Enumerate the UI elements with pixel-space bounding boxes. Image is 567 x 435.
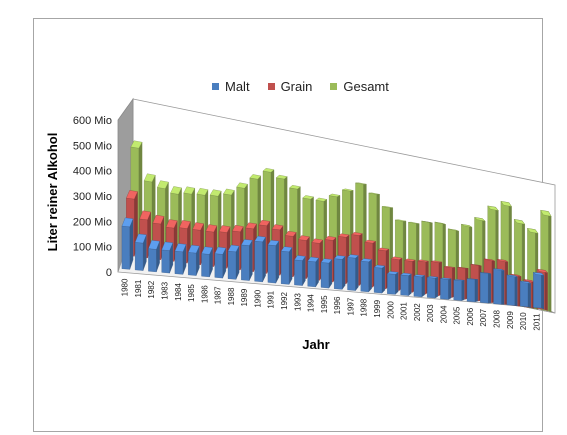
bar-malt-1981 [134,233,147,271]
bar-malt-1994 [307,256,319,288]
x-tick-label: 2007 [479,308,488,326]
x-tick-label: 1982 [147,280,156,298]
bar-malt-1997 [347,254,359,292]
bar-malt-1998 [360,258,373,293]
bar-malt-1984 [174,243,187,275]
bar-malt-1982 [148,240,160,273]
legend-item-malt: Malt [212,79,250,94]
x-tick-label: 1985 [187,284,196,302]
bar-malt-2009 [506,274,518,307]
y-tick-label: 0 [106,267,112,279]
legend-swatch-gesamt [330,83,338,90]
bar-malt-2008 [493,268,505,305]
bar-malt-1996 [333,255,346,290]
x-tick-label: 1992 [280,292,289,310]
y-tick-label: 300 Mio [73,191,112,203]
bar-malt-1992 [280,246,293,285]
x-tick-label: 2001 [399,302,408,320]
bar-malt-2006 [466,278,478,303]
x-tick-label: 2003 [426,304,435,322]
legend-item-grain: Grain [267,79,313,94]
y-axis-title: Liter reiner Alkohol [45,133,60,252]
bar-malt-1980 [121,217,134,270]
bar-malt-1983 [161,241,174,274]
bar-malt-1986 [201,246,213,278]
x-tick-label: 2010 [519,312,528,330]
bar-malt-1985 [187,244,200,276]
bar-malt-2003 [427,276,439,299]
bar-malt-2007 [480,272,492,304]
y-tick-label: 400 Mio [73,166,112,178]
x-tick-label: 2004 [439,305,448,323]
bar-malt-1987 [214,246,227,279]
x-tick-label: 1989 [240,288,249,306]
legend-label-malt: Malt [225,79,250,94]
x-tick-label: 2011 [532,313,541,331]
x-tick-label: 1984 [174,283,183,301]
x-tick-label: 1998 [360,298,369,316]
x-axis-title: Jahr [302,337,329,352]
x-tick-label: 1983 [161,281,170,299]
bar-malt-2005 [453,279,465,301]
legend-swatch-malt [212,83,219,90]
bar-malt-1991 [267,240,280,284]
y-tick-label: 600 Mio [73,115,112,127]
bar-malt-2001 [400,272,412,296]
x-tick-label: 1987 [214,286,223,304]
x-tick-label: 2002 [413,303,422,321]
x-tick-label: 2008 [492,310,501,328]
legend-item-gesamt: Gesamt [330,79,389,94]
x-tick-label: 1996 [333,296,342,314]
x-tick-label: 1994 [307,294,316,312]
x-tick-label: 1993 [293,293,302,311]
x-tick-label: 1991 [267,290,276,308]
x-tick-label: 1999 [373,299,382,317]
y-tick-label: 500 Mio [73,140,112,152]
x-tick-label: 1997 [346,297,355,315]
bar-malt-2010 [519,280,531,308]
x-tick-label: 1990 [254,289,263,307]
bar-malt-1988 [227,244,240,280]
x-tick-label: 1995 [320,295,329,313]
x-tick-label: 1986 [200,285,209,303]
x-tick-label: 1981 [134,279,143,297]
legend-label-grain: Grain [280,79,313,94]
bar-malt-2004 [440,277,452,300]
bar-malt-2000 [386,271,399,295]
legend-swatch-grain [267,83,275,90]
x-tick-label: 2005 [453,306,462,324]
bar-malt-1990 [254,235,266,283]
x-tick-label: 2000 [386,301,395,319]
y-tick-label: 200 Mio [73,216,112,228]
bar-malt-2002 [413,274,426,298]
x-tick-label: 2006 [466,307,475,325]
bar-malt-1989 [241,239,253,281]
x-tick-label: 1980 [121,278,130,296]
bar-malt-1999 [373,264,386,294]
legend: Malt Grain Gesamt [212,79,389,94]
x-tick-label: 1988 [227,287,236,305]
y-tick-label: 100 Mio [73,242,112,254]
bar-malt-1993 [294,255,306,287]
bar-malt-1995 [320,258,333,289]
bar-malt-2011 [532,272,545,310]
x-tick-label: 2009 [506,311,515,329]
legend-label-gesamt: Gesamt [343,79,389,94]
